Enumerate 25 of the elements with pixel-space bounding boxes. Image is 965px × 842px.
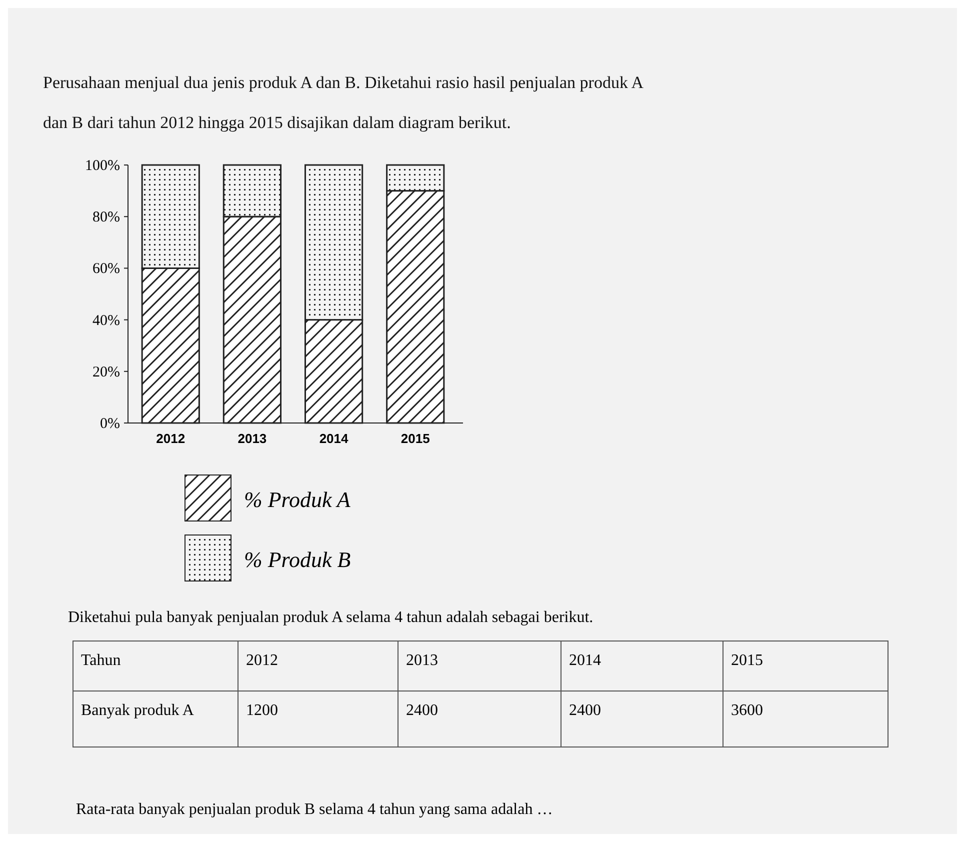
y-tick-label: 80% — [92, 210, 120, 226]
legend-label: % Produk B — [244, 547, 351, 572]
legend-label: % Produk A — [244, 487, 351, 512]
text: 3600 — [731, 702, 763, 719]
text: 1200 — [246, 702, 278, 719]
x-tick-label: 2014 — [319, 431, 350, 446]
text: Diketahui pula banyak penjualan produk A selama 4 tahun adalah sebagai berikut. — [68, 609, 594, 626]
y-tick-label: 0% — [100, 416, 120, 432]
y-tick-label: 100% — [85, 158, 120, 174]
x-tick-label: 2012 — [156, 431, 186, 446]
y-tick-label: 60% — [92, 261, 120, 278]
text: Tahun — [81, 652, 121, 669]
text: 2400 — [569, 702, 601, 719]
text: 2014 — [569, 652, 601, 669]
text: Banyak produk A — [81, 702, 194, 719]
y-tick-label: 40% — [92, 312, 120, 329]
text: 2015 — [731, 652, 763, 669]
text: Rata-rata banyak penjualan produk B selama 4 tahun yang sama adalah … — [76, 801, 553, 818]
x-tick-label: 2015 — [400, 431, 430, 446]
text: 2012 — [246, 652, 278, 669]
y-tick-label: 20% — [92, 364, 120, 380]
text: 2013 — [406, 652, 438, 669]
chart-title: Perusahaan menjual dua jenis produk A dan B. Diketahui rasio hasil penjualan produk A dan B dari tahun 2012 hingga 2015 disajikan dalam diagram berikut. — [43, 73, 644, 132]
text: 2400 — [406, 702, 438, 719]
x-tick-label: 2013 — [238, 431, 267, 446]
